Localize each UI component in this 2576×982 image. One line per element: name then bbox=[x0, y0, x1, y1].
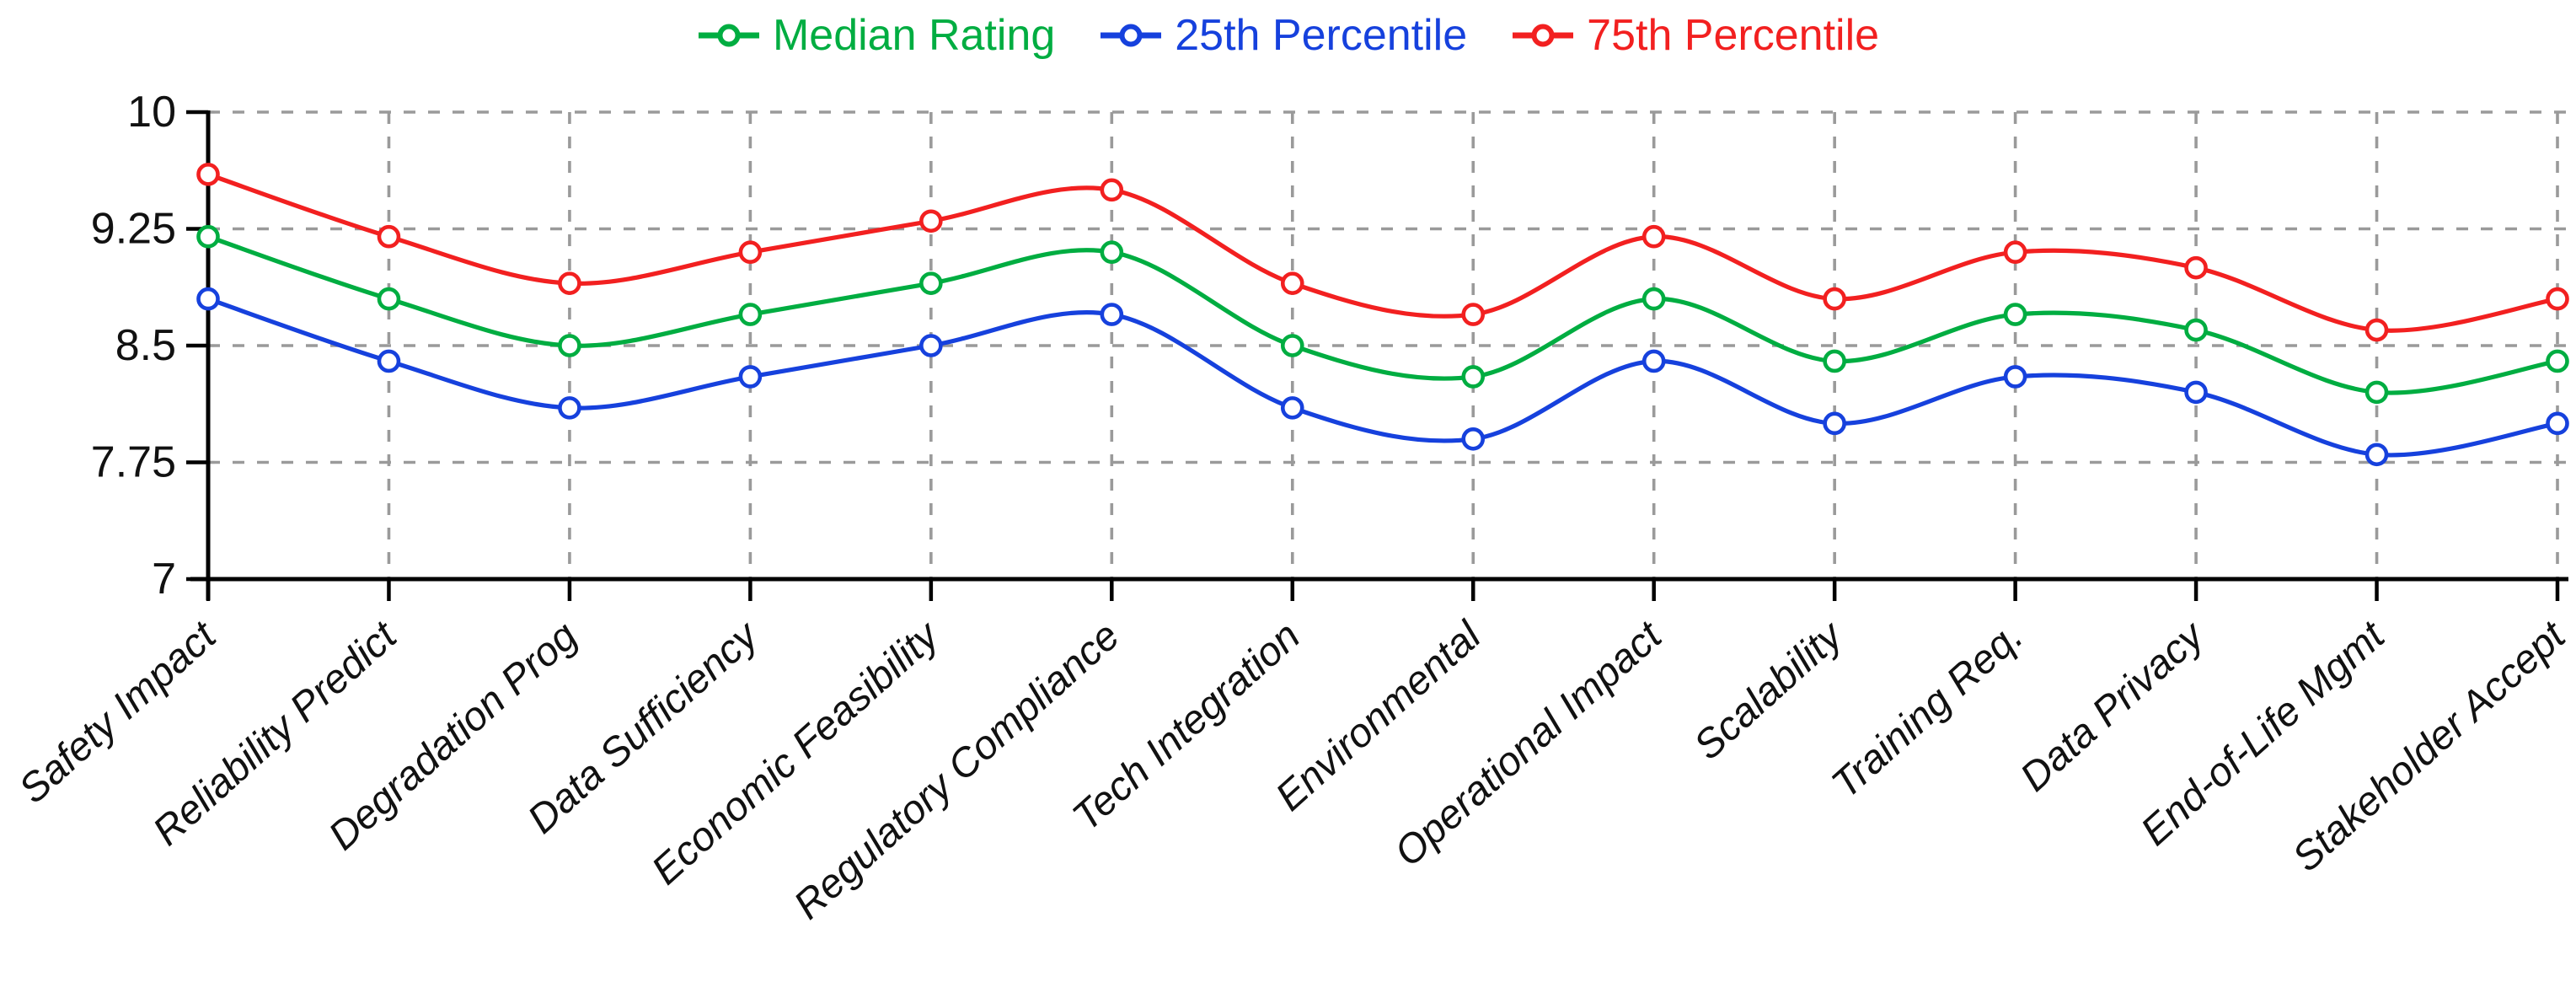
data-point-25th-percentile bbox=[558, 396, 581, 420]
legend-line-marker-icon bbox=[1101, 24, 1162, 47]
data-point-median-rating bbox=[2003, 303, 2027, 326]
legend-label-75th-percentile: 75th Percentile bbox=[1587, 11, 1880, 60]
data-point-75th-percentile bbox=[2184, 255, 2208, 280]
data-point-75th-percentile bbox=[558, 271, 581, 295]
data-point-25th-percentile bbox=[919, 334, 943, 357]
data-point-75th-percentile bbox=[1461, 303, 1486, 326]
x-category-label: Training Req. bbox=[1824, 614, 2032, 808]
data-point-median-rating bbox=[919, 271, 943, 295]
y-tick-label: 7 bbox=[152, 555, 176, 604]
data-point-75th-percentile bbox=[2003, 240, 2027, 265]
x-category-label: Data Privacy bbox=[2012, 612, 2215, 800]
data-point-median-rating bbox=[738, 303, 763, 326]
data-point-75th-percentile bbox=[1823, 287, 1846, 311]
data-point-25th-percentile bbox=[196, 287, 220, 311]
data-point-median-rating bbox=[1100, 240, 1124, 265]
data-point-median-rating bbox=[196, 224, 220, 249]
legend-item-median-rating: Median Rating bbox=[697, 13, 1055, 57]
data-point-75th-percentile bbox=[377, 224, 401, 249]
series-line-75th-percentile bbox=[206, 172, 2560, 333]
data-point-median-rating bbox=[377, 287, 401, 311]
data-point-25th-percentile bbox=[377, 349, 401, 373]
legend-line-marker-icon bbox=[698, 24, 759, 47]
data-point-75th-percentile bbox=[196, 163, 220, 186]
x-category-label: Economic Feasibility bbox=[644, 612, 950, 893]
data-point-25th-percentile bbox=[1280, 396, 1304, 420]
data-point-median-rating bbox=[1461, 365, 1486, 389]
y-tick-label: 8.5 bbox=[115, 321, 176, 370]
data-point-25th-percentile bbox=[1100, 303, 1124, 326]
data-point-75th-percentile bbox=[2546, 287, 2569, 311]
data-point-75th-percentile bbox=[738, 240, 763, 265]
data-point-25th-percentile bbox=[738, 365, 763, 389]
legend: Median Rating 25th Percentile 75th Perce… bbox=[0, 13, 2576, 57]
legend-line-marker-icon bbox=[1513, 24, 1574, 47]
legend-item-25th-percentile: 25th Percentile bbox=[1099, 13, 1467, 57]
data-point-25th-percentile bbox=[2546, 411, 2569, 436]
x-category-label: Scalability bbox=[1685, 612, 1852, 769]
data-point-25th-percentile bbox=[2364, 443, 2389, 467]
data-point-75th-percentile bbox=[2364, 318, 2389, 342]
data-point-25th-percentile bbox=[2003, 365, 2027, 389]
data-point-75th-percentile bbox=[1100, 178, 1124, 202]
data-point-75th-percentile bbox=[1280, 271, 1304, 295]
data-point-median-rating bbox=[2364, 380, 2389, 405]
data-point-median-rating bbox=[2184, 318, 2208, 342]
data-point-median-rating bbox=[2546, 349, 2569, 373]
data-point-median-rating bbox=[1280, 334, 1304, 357]
legend-item-75th-percentile: 75th Percentile bbox=[1511, 13, 1879, 57]
data-point-25th-percentile bbox=[2184, 380, 2208, 405]
y-tick-label: 9.25 bbox=[91, 205, 176, 254]
y-tick-label: 7.75 bbox=[91, 438, 176, 487]
series-line-median-rating bbox=[206, 234, 2560, 395]
data-point-75th-percentile bbox=[1641, 224, 1666, 249]
series-line-25th-percentile bbox=[206, 297, 2560, 458]
data-point-75th-percentile bbox=[919, 209, 943, 233]
data-point-median-rating bbox=[1823, 349, 1846, 373]
y-tick-label: 10 bbox=[127, 88, 176, 137]
data-point-25th-percentile bbox=[1461, 427, 1486, 451]
x-category-label: Regulatory Compliance bbox=[785, 614, 1127, 928]
data-point-median-rating bbox=[1641, 287, 1666, 311]
data-point-25th-percentile bbox=[1641, 349, 1666, 373]
legend-label-25th-percentile: 25th Percentile bbox=[1175, 11, 1468, 60]
data-point-25th-percentile bbox=[1823, 411, 1846, 436]
data-point-median-rating bbox=[558, 334, 581, 357]
legend-label-median-rating: Median Rating bbox=[772, 11, 1056, 60]
